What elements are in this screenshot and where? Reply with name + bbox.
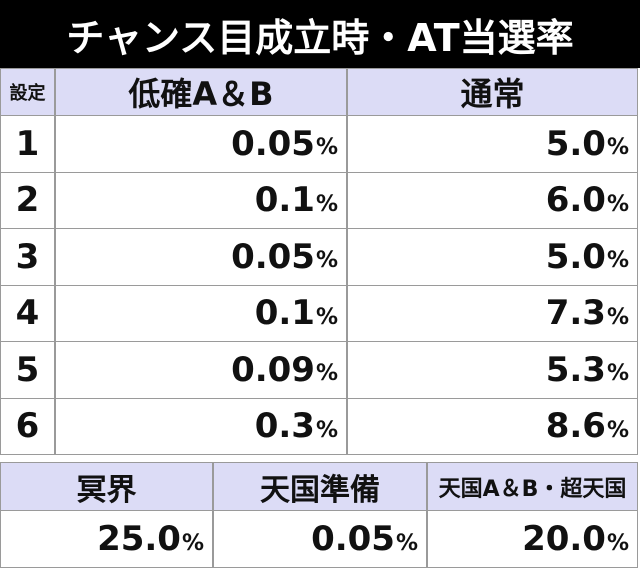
value-cell: 6.0% [347,171,638,229]
column-header: 天国準備 [213,462,427,511]
setting-cell: 1 [0,115,55,173]
value: 0.09 [231,349,315,390]
setting-cell: 4 [0,284,55,342]
value-cell: 25.0% [0,510,213,568]
value: 5.0 [545,123,606,164]
column-header: 設定 [0,68,55,116]
value-cell: 5.0% [347,115,638,173]
unit: % [315,361,338,387]
value: 6.0 [545,180,606,221]
setting-cell: 6 [0,397,55,455]
value: 0.05 [231,123,315,164]
unit: % [606,135,629,161]
value-cell: 20.0% [427,510,638,568]
value: 25.0 [97,519,181,559]
value-cell: 0.3% [55,397,347,455]
unit: % [395,530,418,556]
value: 0.05 [231,236,315,277]
column-header: 冥界 [0,462,213,511]
value: 8.6 [545,406,606,447]
value: 5.3 [545,349,606,390]
value: 7.3 [545,293,606,334]
unit: % [606,361,629,387]
value-cell: 8.6% [347,397,638,455]
unit: % [606,530,629,556]
title: チャンス目成立時・AT当選率 [0,0,640,68]
value-cell: 0.1% [55,284,347,342]
value: 5.0 [545,236,606,277]
value: 0.3 [254,406,315,447]
value-cell: 0.05% [55,115,347,173]
value-cell: 5.0% [347,228,638,286]
value: 0.1 [254,293,315,334]
setting-cell: 5 [0,341,55,399]
unit: % [606,248,629,274]
setting-cell: 2 [0,171,55,229]
value-cell: 0.09% [55,341,347,399]
unit: % [315,191,338,217]
column-header: 通常 [347,68,638,116]
value-cell: 0.1% [55,171,347,229]
unit: % [181,530,204,556]
value: 0.05 [311,519,395,559]
unit: % [606,191,629,217]
setting-cell: 3 [0,228,55,286]
value-cell: 5.3% [347,341,638,399]
value-cell: 7.3% [347,284,638,342]
unit: % [315,248,338,274]
value: 20.0 [522,519,606,559]
unit: % [606,304,629,330]
value-cell: 0.05% [213,510,427,568]
value-cell: 0.05% [55,228,347,286]
column-header: 天国A＆B・超天国 [427,462,638,511]
value: 0.1 [254,180,315,221]
unit: % [606,417,629,443]
unit: % [315,135,338,161]
unit: % [315,304,338,330]
column-header: 低確A＆B [55,68,347,116]
unit: % [315,417,338,443]
